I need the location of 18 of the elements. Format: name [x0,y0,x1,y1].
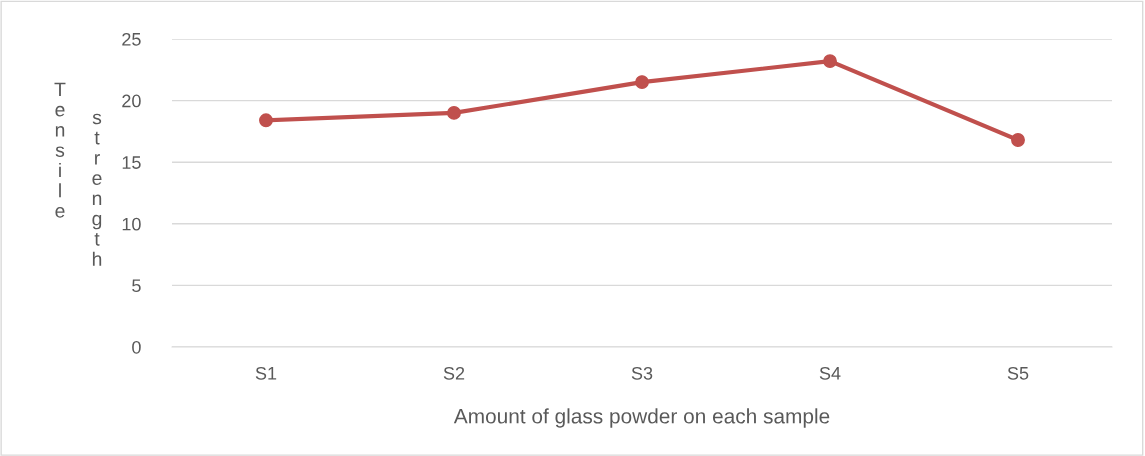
point [1011,133,1025,147]
y-tick-label: 10 [122,217,141,231]
x-tick-label: S5 [1007,366,1029,380]
y-tick-label: 20 [122,94,141,108]
x-tick-label: S1 [255,366,277,380]
y-tick-label: 5 [132,279,141,293]
x-tick-label: S2 [443,366,465,380]
point [823,54,837,69]
point [635,75,649,90]
y-tick-label: 25 [122,32,141,46]
y-tick-label: 15 [122,156,141,169]
point [447,105,461,120]
x-tick-label: S3 [631,366,653,380]
x-tick-label: S4 [819,366,841,380]
text: Tensile strength [54,82,102,266]
x-axis-title: Amount of glass powder on each sample [453,408,830,428]
point [259,113,273,128]
y-tick-label: 0 [132,340,141,354]
